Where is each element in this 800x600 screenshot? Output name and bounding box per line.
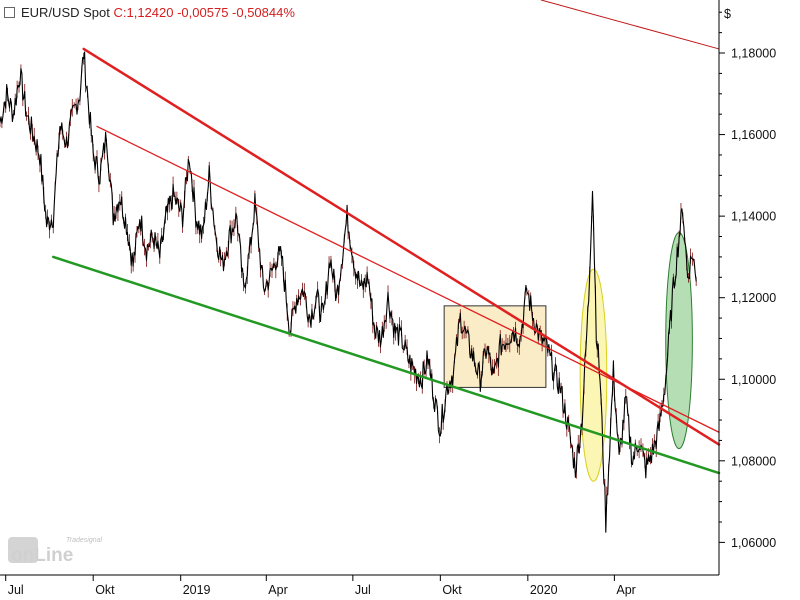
x-axis: Jul Okt 2019 Apr Jul Okt 2020 Apr xyxy=(5,575,636,597)
y-tick-label: 1,14000 xyxy=(731,210,776,224)
logo-badge xyxy=(8,537,38,563)
logo-bottom-text: onLine xyxy=(11,545,73,566)
x-tick-label: Jul xyxy=(8,583,24,597)
x-tick-label: Jul xyxy=(355,583,371,597)
trendline-4 xyxy=(52,255,721,475)
price-line xyxy=(0,51,697,533)
y-tick-label: 1,18000 xyxy=(731,47,776,61)
trendline-1 xyxy=(82,47,721,446)
symbol-title: EUR/USD Spot xyxy=(21,5,110,20)
x-tick-label: Okt xyxy=(442,583,462,597)
trendlines xyxy=(52,0,721,475)
trendline-3 xyxy=(540,0,720,50)
price-series xyxy=(0,51,697,533)
x-tick-label: Okt xyxy=(95,583,115,597)
chart-header: EUR/USD Spot C:1,12420 -0,00575 -0,50844… xyxy=(4,5,295,20)
y-tick-label: 1,12000 xyxy=(731,291,776,305)
x-tick-label: Apr xyxy=(616,583,635,597)
x-tick-label: Apr xyxy=(268,583,287,597)
symbol-checkbox-icon[interactable] xyxy=(4,7,15,18)
y-axis: 1,18000 1,16000 1,14000 1,12000 1,10000 1,080… xyxy=(719,11,776,550)
logo-top-text: Tradesignal xyxy=(66,537,103,544)
x-tick-label: 2019 xyxy=(183,583,211,597)
quote-readout: C:1,12420 -0,00575 -0,50844% xyxy=(113,5,295,20)
currency-label: $ xyxy=(724,7,731,21)
y-tick-label: 1,08000 xyxy=(731,454,776,468)
trendline-2 xyxy=(96,125,720,433)
tradesignal-logo: Tradesignal onLine xyxy=(8,537,103,566)
y-tick-label: 1,10000 xyxy=(731,373,776,387)
x-tick-label: 2020 xyxy=(530,583,558,597)
y-tick-label: 1,16000 xyxy=(731,128,776,142)
highlight-ellipse xyxy=(665,231,693,450)
y-tick-label: 1,06000 xyxy=(731,536,776,550)
